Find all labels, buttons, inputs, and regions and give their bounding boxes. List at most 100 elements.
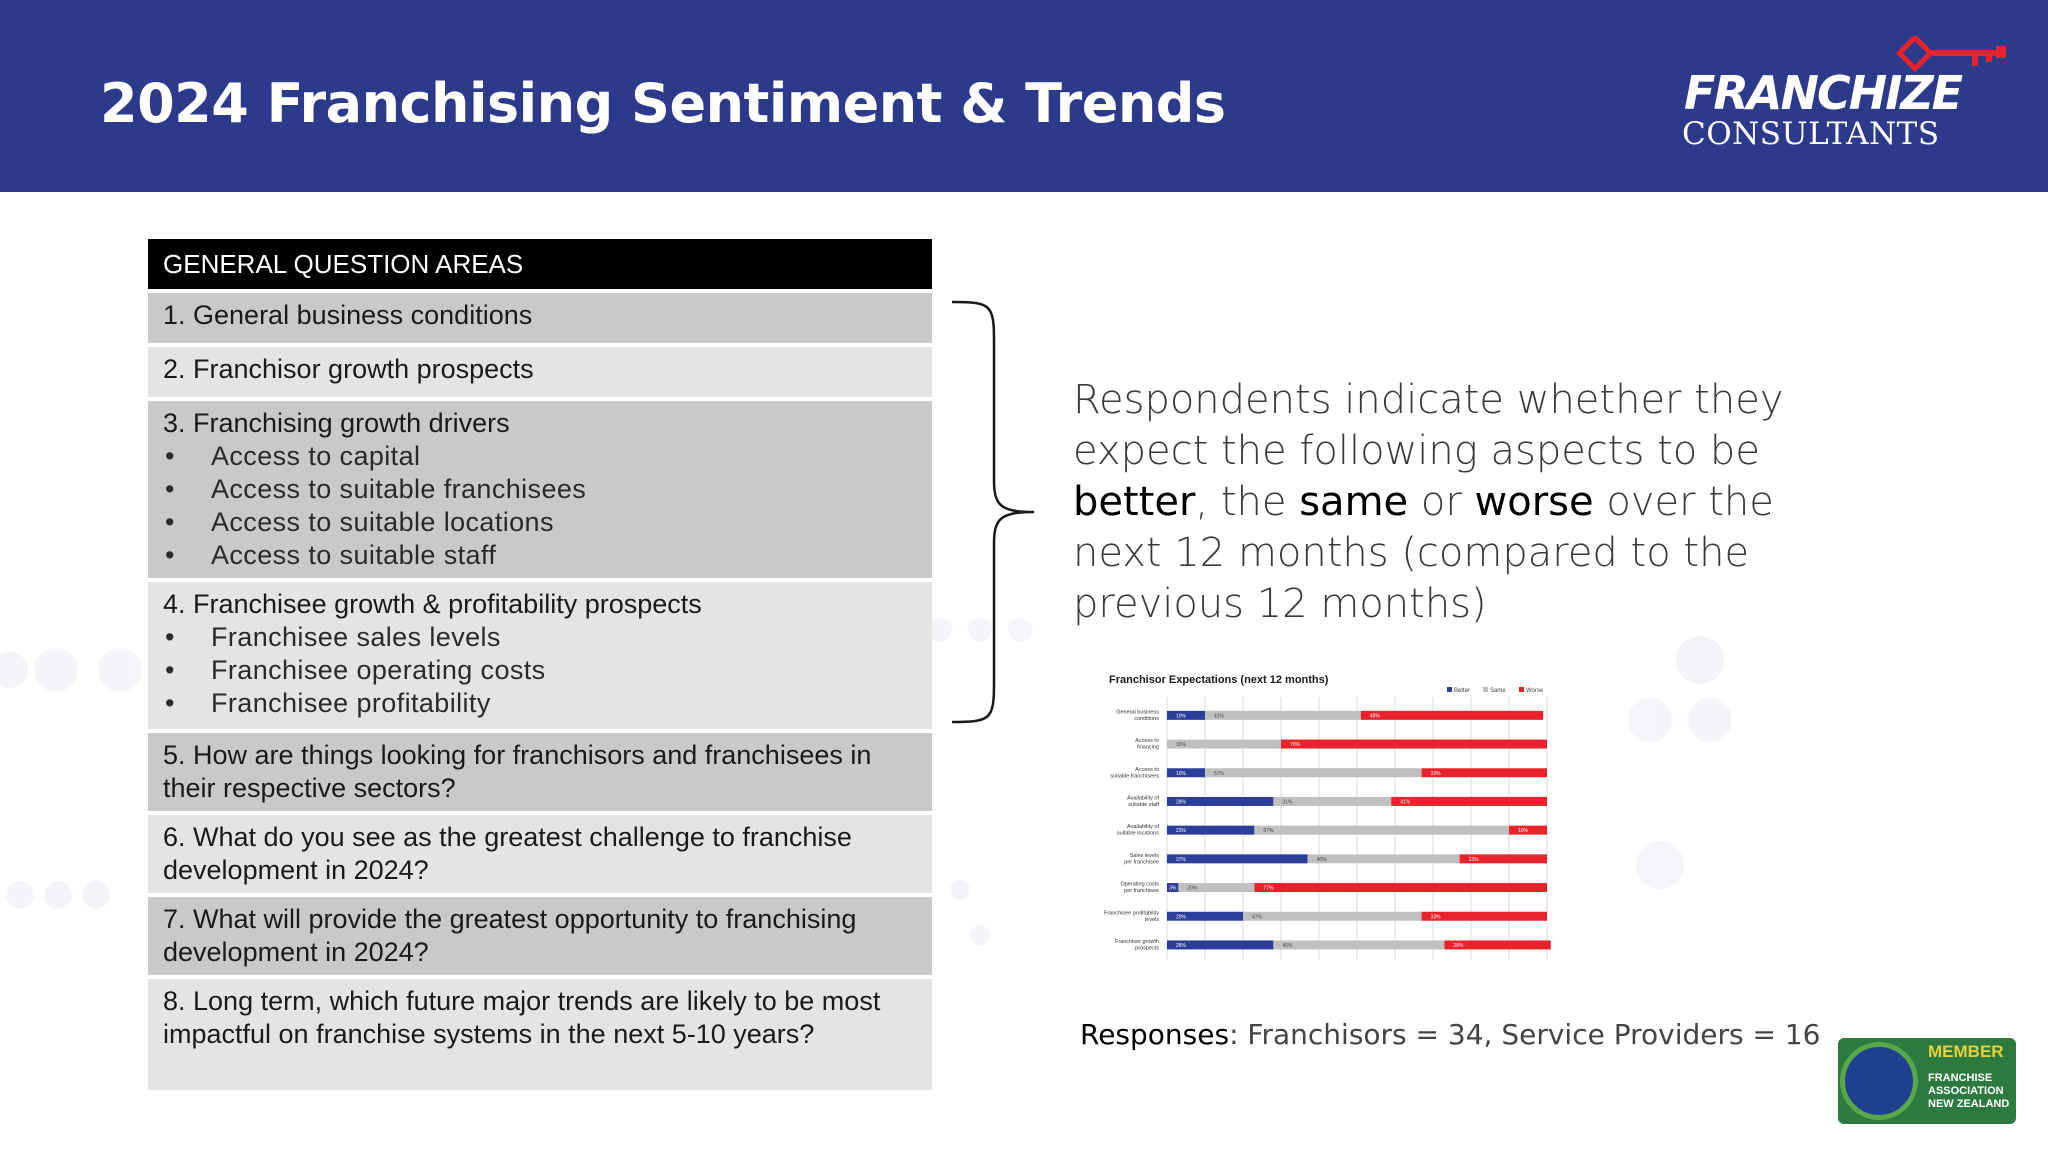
list-item-label: Franchisee profitability (211, 688, 491, 718)
bar-segment (1421, 768, 1547, 778)
row-title: 7. What will provide the greatest opport… (163, 904, 857, 967)
bar-segment (1254, 825, 1509, 835)
bullet: • (165, 622, 175, 652)
header-bar: 2024 Franchising Sentiment & Trends FRAN… (0, 0, 2048, 192)
legend-swatch (1447, 687, 1452, 692)
bullet: • (165, 474, 175, 504)
category-label: Franchisor growth prospects (1115, 939, 1159, 952)
badge-member-label: MEMBER (1928, 1042, 2004, 1061)
bar-segment (1178, 883, 1255, 893)
data-label: 30% (1176, 742, 1187, 748)
bar-segment (1167, 796, 1274, 806)
list-item-label: Access to capital (211, 441, 421, 471)
data-label: 40% (1317, 857, 1328, 863)
table-row: 1. General business conditions (148, 293, 932, 343)
data-label: 41% (1400, 799, 1411, 805)
row-title: 5. How are things looking for franchisor… (163, 740, 872, 803)
legend-entry: Same (1490, 688, 1506, 694)
list-item: • Access to suitable franchisees (163, 473, 922, 506)
data-label: 10% (1176, 771, 1187, 777)
bar-segment (1167, 940, 1274, 950)
data-label: 70% (1290, 742, 1301, 748)
responses-label: Responses (1080, 1018, 1230, 1051)
table-row: 2. Franchisor growth prospects (148, 347, 932, 397)
data-label: 37% (1176, 857, 1187, 863)
bar-segment (1167, 911, 1243, 921)
list-item-label: Franchisee sales levels (211, 622, 501, 652)
bullet: • (165, 540, 175, 570)
data-label: 57% (1214, 771, 1225, 777)
row-title: 2. Franchisor growth prospects (163, 354, 534, 384)
bullet: • (165, 507, 175, 537)
category-label: General business conditions (1116, 709, 1159, 722)
bar-segment (1205, 768, 1422, 778)
background-dots (0, 618, 1732, 945)
chart-title: Franchisor Expectations (next 12 months) (1109, 674, 1329, 686)
data-label: 23% (1469, 857, 1480, 863)
responses-summary: Responses: Franchisors = 34, Service Pro… (1080, 1018, 1820, 1051)
logo-wordmark-top: FRANCHIZE (1684, 66, 1963, 120)
data-label: 48% (1370, 713, 1381, 719)
data-label: 10% (1176, 713, 1187, 719)
list-item: • Access to capital (163, 440, 922, 473)
data-label: 45% (1282, 943, 1293, 949)
legend-swatch (1519, 687, 1524, 692)
bar-segment (1421, 911, 1547, 921)
bar-segment (1444, 940, 1551, 950)
chart-svg: Franchisor Expectations (next 12 months)… (1104, 674, 1551, 960)
category-label: Sales levels per franchisee (1124, 853, 1159, 866)
row-title: 3. Franchising growth drivers (163, 408, 510, 438)
table-row: 4. Franchisee growth & profitability pro… (148, 582, 932, 729)
bar-segment (1273, 940, 1445, 950)
bar-segment (1167, 854, 1308, 864)
bar-segment (1167, 710, 1205, 720)
data-label: 33% (1431, 771, 1442, 777)
bar-segment (1391, 796, 1547, 806)
list-item-label: Access to suitable staff (211, 540, 497, 570)
category-label: Access to financing (1135, 738, 1159, 751)
bar-segment (1205, 710, 1361, 720)
category-label: Operating costs per franchisee (1120, 882, 1159, 895)
bar-segment (1167, 825, 1255, 835)
data-label: 67% (1263, 828, 1274, 834)
bar-segment (1273, 796, 1392, 806)
key-icon (1895, 36, 2006, 73)
bar-segment (1167, 883, 1179, 893)
question-areas-table: GENERAL QUESTION AREAS 1. General busine… (148, 239, 932, 1090)
bar-segment (1281, 739, 1547, 749)
responses-values: : Franchisors = 34, Service Providers = … (1229, 1018, 1821, 1051)
bar-segment (1167, 739, 1281, 749)
data-label: 28% (1176, 799, 1187, 805)
keyword-same: same (1299, 479, 1409, 525)
table-header: GENERAL QUESTION AREAS (148, 239, 932, 289)
bullet: • (165, 688, 175, 718)
category-label: Availability of suitable staff (1127, 795, 1159, 808)
bar-segment (1254, 883, 1547, 893)
list-item-label: Franchisee operating costs (211, 655, 546, 685)
category-label: Access to suitable franchisees (1110, 767, 1159, 780)
logo-wordmark-bottom: CONSULTANTS (1682, 116, 1940, 152)
legend-entry: Worse (1526, 688, 1544, 694)
fanz-member-badge: MEMBER FRANCHISE ASSOCIATION NEW ZEALAND (1838, 1038, 2016, 1124)
franchize-consultants-logo: FRANCHIZE CONSULTANTS (1680, 36, 2010, 156)
franchisor-expectations-chart: Franchisor Expectations (next 12 months)… (1095, 665, 1555, 960)
data-label: 41% (1214, 713, 1225, 719)
data-label: 10% (1518, 828, 1529, 834)
table-row: 6. What do you see as the greatest chall… (148, 815, 932, 893)
data-label: 20% (1187, 886, 1198, 892)
page-title: 2024 Franchising Sentiment & Trends (100, 72, 1226, 135)
data-label: 28% (1453, 943, 1464, 949)
koru-icon (1840, 1042, 1918, 1120)
bullet: • (165, 655, 175, 685)
badge-org-name: FRANCHISE ASSOCIATION NEW ZEALAND (1928, 1072, 2010, 1110)
table-row: 8. Long term, which future major trends … (148, 979, 932, 1090)
table-row: 5. How are things looking for franchisor… (148, 733, 932, 811)
bar-segment (1509, 825, 1547, 835)
legend-entry: Better (1454, 688, 1470, 694)
description-text: Respondents indicate whether they expect… (1073, 377, 1784, 627)
data-label: 33% (1431, 914, 1442, 920)
row-title: 8. Long term, which future major trends … (163, 986, 881, 1049)
bar-segment (1307, 854, 1460, 864)
data-label: 20% (1176, 914, 1187, 920)
table-row: 7. What will provide the greatest opport… (148, 897, 932, 975)
